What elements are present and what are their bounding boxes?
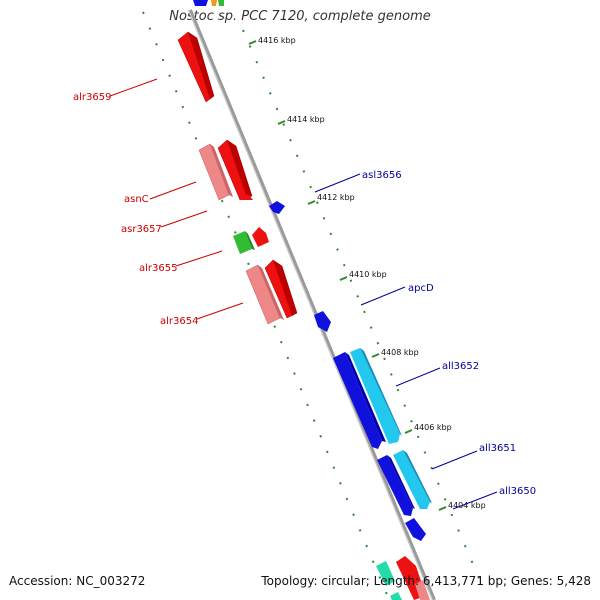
gene-label[interactable]: apcD: [408, 283, 434, 294]
leader-line: [196, 302, 244, 320]
gene-label[interactable]: alr3659: [73, 92, 111, 103]
tick-4406: 4406 kbp: [404, 423, 452, 434]
leader-line: [395, 367, 441, 387]
leader-line: [149, 181, 197, 200]
gene-top-green[interactable]: [218, 0, 224, 6]
label-alr3659[interactable]: alr3659: [73, 78, 158, 103]
gene-apcD[interactable]: [314, 311, 331, 332]
gene-bottom-teal-2[interactable]: [390, 592, 402, 600]
leader-line: [160, 210, 208, 228]
gene-label[interactable]: all3650: [499, 486, 536, 497]
gene-label[interactable]: asnC: [124, 194, 149, 205]
map-title: Nostoc sp. PCC 7120, complete genome: [169, 9, 431, 24]
gene-bottom-teal[interactable]: [376, 561, 395, 586]
tick-label: 4404 kbp: [448, 501, 486, 510]
gene-all3651-cyan-shade: [403, 450, 432, 503]
gene-label[interactable]: alr3654: [160, 316, 198, 327]
leader-line: [452, 491, 498, 510]
gene-alr3659-shade: [188, 32, 214, 99]
gene-top-orange[interactable]: [211, 0, 217, 6]
gene-all3652-blue[interactable]: [333, 352, 382, 449]
gene-all3651-blue[interactable]: [377, 455, 413, 516]
outer-dotted-ring: [142, 11, 389, 598]
gene-label[interactable]: alr3655: [139, 263, 177, 274]
gene-asr3657-red[interactable]: [252, 227, 269, 247]
tick-4404: 4404 kbp: [438, 501, 486, 511]
gene-label[interactable]: all3652: [442, 361, 479, 372]
tick-label: 4406 kbp: [414, 423, 452, 432]
gene-bottom-pink[interactable]: [415, 580, 430, 600]
label-apcD[interactable]: apcD: [360, 283, 434, 306]
tick-4412: 4412 kbp: [307, 193, 355, 205]
gene-all3652-blue-shade: [345, 352, 386, 442]
label-asl3656[interactable]: asl3656: [314, 170, 402, 193]
gene-label[interactable]: asl3656: [362, 170, 402, 181]
tick-label: 4414 kbp: [287, 115, 325, 124]
leader-line: [175, 250, 223, 267]
tick-4416: 4416 kbp: [248, 36, 296, 45]
tick-mark: [248, 40, 257, 45]
tick-4414: 4414 kbp: [277, 115, 325, 125]
gene-all3652-cyan[interactable]: [350, 348, 400, 444]
label-all3652[interactable]: all3652: [395, 361, 479, 387]
label-all3651[interactable]: all3651: [431, 443, 516, 470]
gene-asl3656[interactable]: [269, 201, 285, 214]
tick-4408: 4408 kbp: [371, 348, 419, 358]
leader-line: [360, 286, 406, 306]
gene-all3650[interactable]: [405, 518, 426, 541]
tick-mark: [438, 506, 447, 511]
leader-line: [109, 78, 158, 97]
backbone-highlight: [188, 9, 433, 600]
gene-label[interactable]: all3651: [479, 443, 516, 454]
backbone: [188, 9, 436, 600]
accession-text: Accession: NC_003272: [9, 574, 146, 588]
gene-label[interactable]: asr3657: [121, 224, 162, 235]
tick-mark: [307, 200, 316, 205]
tick-label: 4412 kbp: [317, 193, 355, 202]
gene-all3652-cyan-shade: [360, 348, 402, 436]
tick-mark: [277, 120, 286, 125]
gene-top-blue[interactable]: [193, 0, 208, 6]
tick-label: 4416 kbp: [258, 36, 296, 45]
tick-mark: [404, 429, 413, 434]
leader-line: [431, 450, 478, 470]
gene-asnC-shade: [210, 144, 233, 197]
tick-label: 4408 kbp: [381, 348, 419, 357]
tick-mark: [339, 276, 348, 281]
gene-all3651-blue-shade: [387, 455, 415, 509]
genome-summary-text: Topology: circular; Length: 6,413,771 bp…: [261, 574, 591, 588]
gene-red-asnC-pair-shade: [227, 140, 252, 198]
leader-line: [314, 173, 361, 193]
gene-alr3655-green-shade: [245, 231, 255, 250]
gene-red-alr3654-pair-shade: [273, 260, 297, 316]
gene-alr3655-green[interactable]: [233, 231, 252, 254]
gene-all3651-cyan[interactable]: [393, 450, 430, 509]
label-asnC[interactable]: asnC: [124, 181, 197, 205]
gene-alr3654-shade: [258, 265, 284, 320]
gene-small-red[interactable]: [240, 194, 253, 200]
tick-4410: 4410 kbp: [339, 270, 387, 281]
label-alr3654[interactable]: alr3654: [160, 302, 244, 327]
label-all3650[interactable]: all3650: [452, 486, 536, 510]
tick-label: 4410 kbp: [349, 270, 387, 279]
tick-mark: [371, 353, 380, 358]
label-asr3657[interactable]: asr3657: [121, 210, 208, 235]
label-alr3655[interactable]: alr3655: [139, 250, 223, 274]
